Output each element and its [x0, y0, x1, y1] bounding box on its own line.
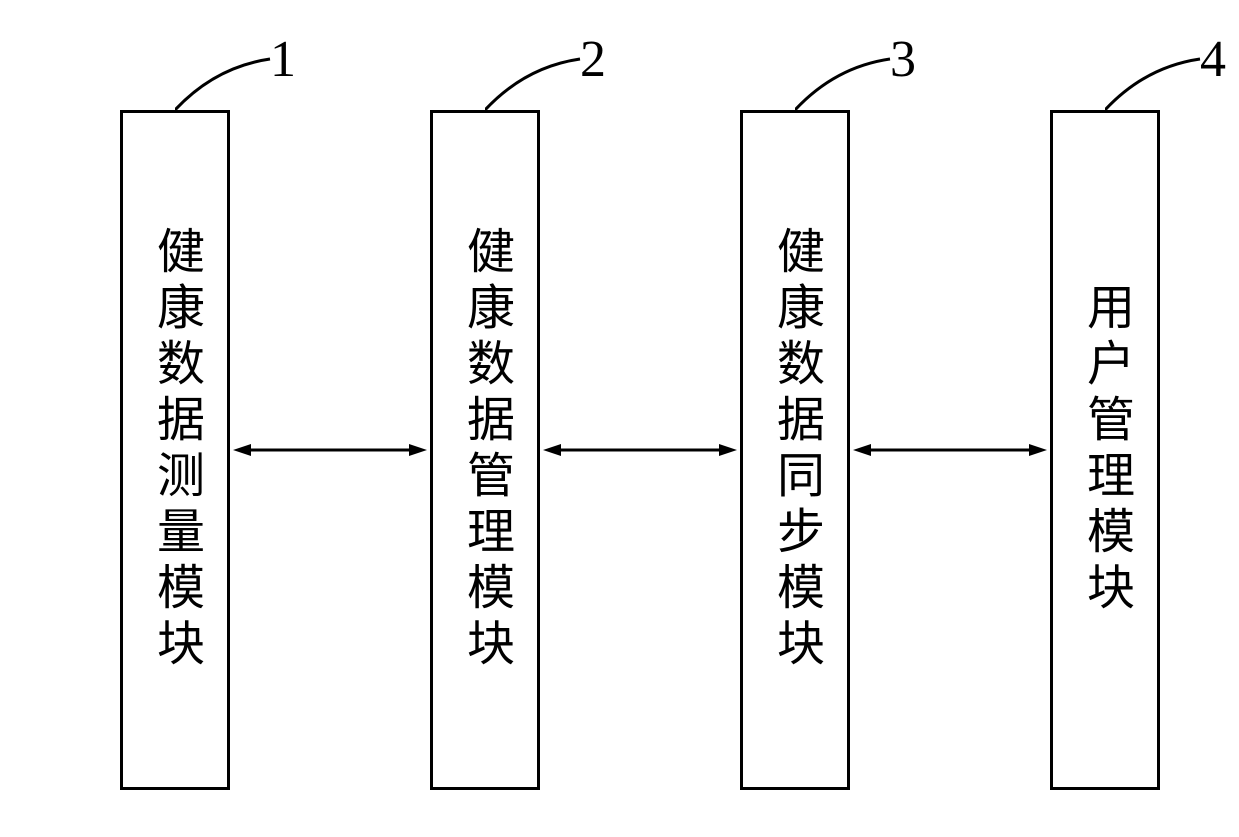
arrow-connector-3-4 — [853, 435, 1047, 465]
callout-label-3: 3 — [890, 30, 916, 89]
module-text-2: 健康数据管理模块 — [450, 226, 520, 674]
module-text-1: 健康数据测量模块 — [140, 226, 210, 674]
module-box-4: 用户管理模块 — [1050, 110, 1160, 790]
arrow-connector-1-2 — [233, 435, 427, 465]
callout-label-2: 2 — [580, 30, 606, 89]
callout-label-1: 1 — [270, 30, 296, 89]
module-text-4: 用户管理模块 — [1070, 282, 1140, 618]
diagram-container: 健康数据测量模块 1 健康数据管理模块 2 健康数据同步模块 3 用户管理模块 … — [60, 50, 1180, 810]
module-box-3: 健康数据同步模块 — [740, 110, 850, 790]
arrow-connector-2-3 — [543, 435, 737, 465]
callout-label-4: 4 — [1200, 30, 1226, 89]
module-box-1: 健康数据测量模块 — [120, 110, 230, 790]
module-text-3: 健康数据同步模块 — [760, 226, 830, 674]
module-box-2: 健康数据管理模块 — [430, 110, 540, 790]
